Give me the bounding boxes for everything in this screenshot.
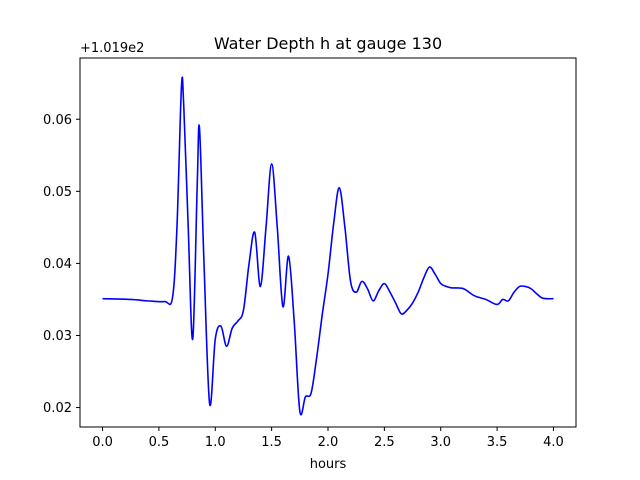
chart-title: Water Depth h at gauge 130 (214, 34, 442, 53)
y-axis: 0.02 0.03 0.04 0.05 0.06 (43, 113, 80, 416)
x-tick-label: 1.5 (261, 435, 282, 450)
x-axis-label: hours (310, 457, 347, 472)
x-tick-label: 0.0 (92, 435, 113, 450)
series-line-0 (102, 76, 554, 416)
y-tick-label: 0.02 (43, 401, 72, 416)
x-tick-label: 1.0 (205, 435, 226, 450)
x-tick-label: 4.0 (543, 435, 564, 450)
x-tick-label: 2.0 (318, 435, 339, 450)
x-tick-label: 0.5 (149, 435, 170, 450)
x-axis: 0.0 0.5 1.0 1.5 2.0 2.5 3.0 3.5 4.0 (92, 427, 564, 450)
plot-area (102, 76, 554, 416)
x-tick-label: 2.5 (374, 435, 395, 450)
y-offset-label: +1.019e2 (80, 41, 144, 56)
y-tick-label: 0.06 (43, 113, 72, 128)
y-tick-label: 0.05 (43, 185, 72, 200)
y-tick-label: 0.03 (43, 329, 72, 344)
x-tick-label: 3.5 (487, 435, 508, 450)
y-tick-label: 0.04 (43, 257, 72, 272)
x-tick-label: 3.0 (430, 435, 451, 450)
